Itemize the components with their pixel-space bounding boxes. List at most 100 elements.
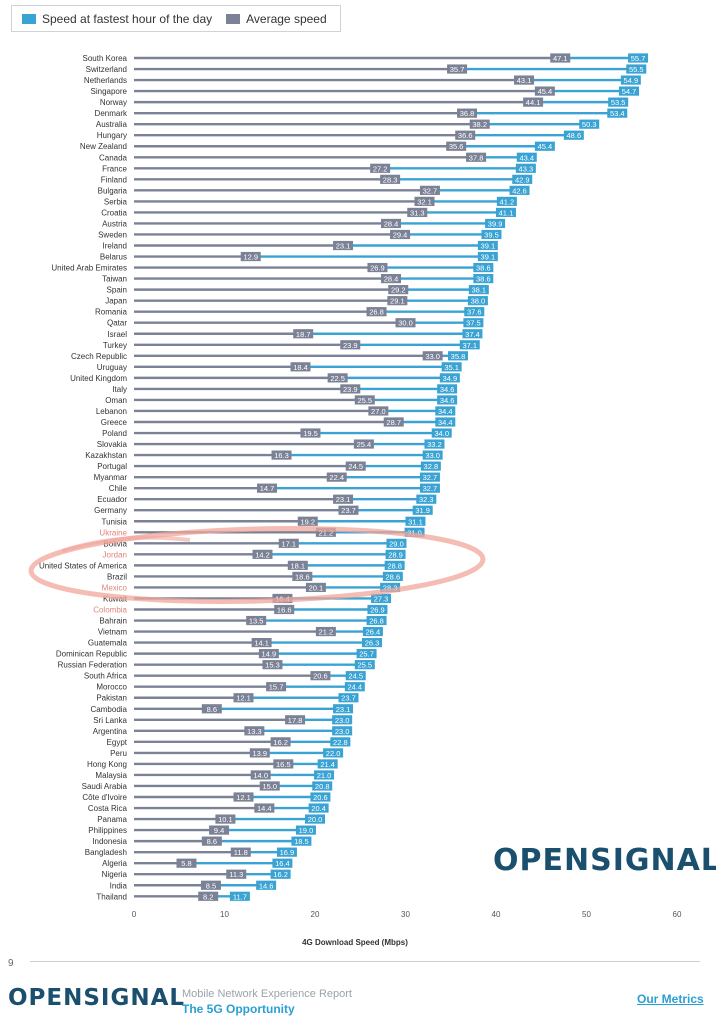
average-value-label: 28.4 xyxy=(384,219,399,228)
category-label: Greece xyxy=(101,418,128,427)
fastest-value-label: 39.5 xyxy=(484,230,499,239)
average-value-label: 18.6 xyxy=(295,572,310,581)
fastest-value-box xyxy=(323,748,344,758)
fastest-value-box xyxy=(608,97,629,107)
fastest-value-label: 23.1 xyxy=(336,705,351,714)
average-value-box xyxy=(305,582,326,593)
category-label: Cambodia xyxy=(91,705,128,714)
fastest-value-label: 23.0 xyxy=(335,727,350,736)
category-label: Argentina xyxy=(93,727,128,736)
category-label: Finland xyxy=(101,175,127,184)
category-label: Romania xyxy=(95,308,128,317)
category-label: Switzerland xyxy=(86,65,127,74)
average-value-label: 36.8 xyxy=(460,109,475,118)
fastest-value-label: 25.5 xyxy=(357,661,372,670)
average-value-label: 33.0 xyxy=(425,352,440,361)
fastest-value-box xyxy=(628,53,649,63)
average-value-box xyxy=(333,240,354,251)
category-label: Czech Republic xyxy=(71,352,127,361)
average-value-box xyxy=(300,428,321,438)
average-value-label: 44.1 xyxy=(526,98,541,107)
category-label: Peru xyxy=(110,749,127,758)
category-label: Malaysia xyxy=(95,771,127,780)
category-label: Sweden xyxy=(98,230,127,239)
average-value-label: 10.1 xyxy=(218,815,233,824)
fastest-value-label: 28.8 xyxy=(387,561,402,570)
category-label: Canada xyxy=(99,153,128,162)
dumbbell-chart: South Korea 47.1 55.7 Switzerland 35.7 55.5 Ne… xyxy=(28,53,682,947)
fastest-value-box xyxy=(312,781,333,791)
category-label: Mexico xyxy=(102,583,128,592)
fastest-value-box xyxy=(424,439,445,449)
average-value-box xyxy=(340,340,361,350)
category-label: Hungary xyxy=(97,131,127,140)
average-value-box xyxy=(209,825,230,835)
fastest-value-box xyxy=(356,649,377,659)
average-value-box xyxy=(297,516,318,526)
average-value-box xyxy=(274,604,295,615)
x-tick-label: 20 xyxy=(311,910,320,919)
average-value-box xyxy=(252,549,273,559)
category-label: Egypt xyxy=(107,738,128,747)
fastest-value-box xyxy=(437,384,458,394)
average-value-label: 32.7 xyxy=(423,186,438,195)
fastest-value-box xyxy=(435,417,456,427)
fastest-value-label: 16.4 xyxy=(275,859,290,868)
fastest-value-label: 54.7 xyxy=(622,87,637,96)
category-label: France xyxy=(102,164,127,173)
average-value-label: 31.3 xyxy=(410,208,425,217)
average-value-label: 9.4 xyxy=(214,826,224,835)
average-value-box xyxy=(327,373,348,383)
fastest-value-label: 24.4 xyxy=(348,683,363,692)
x-tick-label: 40 xyxy=(492,910,501,919)
average-value-box xyxy=(262,660,283,670)
category-label: Colombia xyxy=(93,606,127,615)
average-value-label: 29.2 xyxy=(391,286,406,295)
category-label: Australia xyxy=(96,120,128,129)
fastest-value-label: 41.2 xyxy=(500,197,515,206)
average-value-label: 37.8 xyxy=(469,153,484,162)
category-label: Poland xyxy=(102,429,127,438)
fastest-value-box xyxy=(405,516,426,526)
average-value-label: 28.7 xyxy=(386,418,401,427)
average-value-label: 16.3 xyxy=(274,451,289,460)
fastest-value-label: 26.3 xyxy=(365,639,380,648)
x-tick-label: 50 xyxy=(582,910,591,919)
fastest-value-label: 38.1 xyxy=(472,286,487,295)
fastest-value-label: 39.9 xyxy=(488,219,503,228)
average-value-box xyxy=(345,461,366,471)
fastest-value-label: 16.2 xyxy=(273,870,288,879)
average-value-box xyxy=(292,571,313,582)
average-value-label: 14.4 xyxy=(257,804,272,813)
category-label: New Zealand xyxy=(80,142,127,151)
fastest-value-label: 28.6 xyxy=(386,572,401,581)
category-label: United States of America xyxy=(39,561,128,570)
average-value-box xyxy=(422,351,443,361)
average-value-label: 35.7 xyxy=(450,65,465,74)
fastest-value-box xyxy=(496,196,517,206)
legend-swatch-fastest xyxy=(22,13,36,24)
fastest-value-box xyxy=(308,803,329,813)
our-metrics-link[interactable]: Our Metrics xyxy=(637,992,704,1006)
category-label: India xyxy=(110,881,128,890)
average-value-box xyxy=(226,869,247,879)
fastest-value-label: 33.2 xyxy=(427,440,442,449)
fastest-value-label: 34.6 xyxy=(440,385,455,394)
average-value-box xyxy=(233,693,254,703)
average-value-box xyxy=(259,781,280,791)
fastest-value-label: 38.6 xyxy=(476,264,491,273)
fastest-value-label: 37.4 xyxy=(465,330,480,339)
average-value-box xyxy=(326,472,347,482)
chart-brand-logo: OPENSIGNAL xyxy=(493,843,716,878)
average-value-box xyxy=(340,384,361,394)
average-value-box xyxy=(354,395,375,405)
average-value-label: 5.8 xyxy=(181,859,191,868)
fastest-value-box xyxy=(270,869,291,879)
fastest-value-label: 31.9 xyxy=(415,506,430,515)
fastest-value-label: 42.6 xyxy=(512,186,527,195)
average-value-box xyxy=(273,759,294,769)
fastest-value-label: 37.6 xyxy=(467,308,482,317)
category-label: Ireland xyxy=(103,242,127,251)
fastest-value-label: 20.6 xyxy=(313,793,328,802)
average-value-label: 15.0 xyxy=(262,782,277,791)
